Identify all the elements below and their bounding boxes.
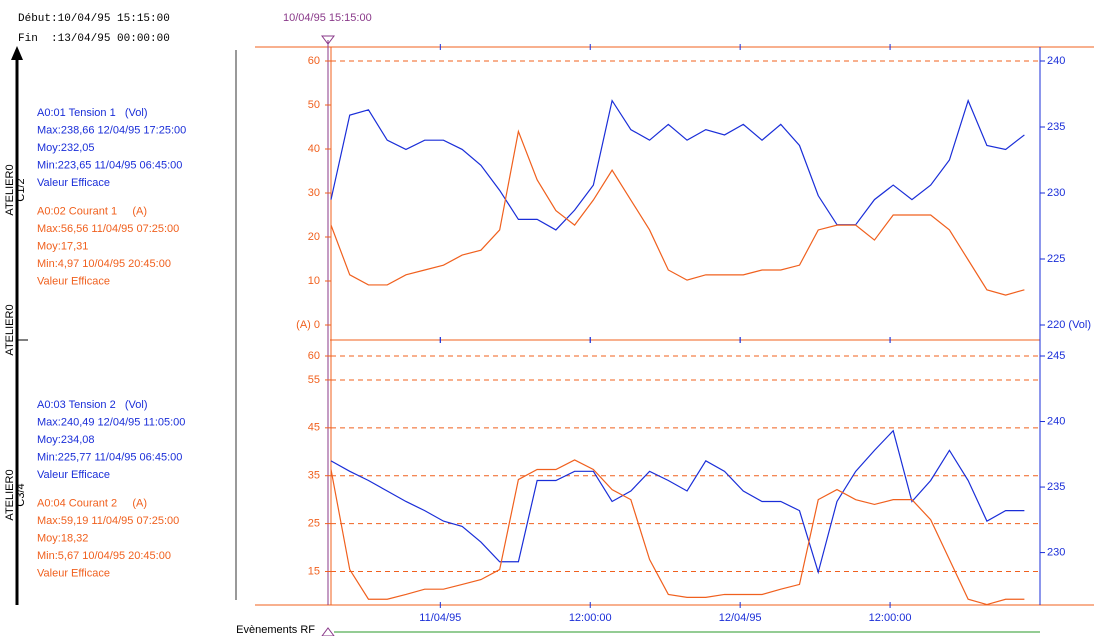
y-tick-label: 35 <box>308 470 320 482</box>
y-tick-label: 30 <box>308 187 320 199</box>
y-tick-label: 25 <box>308 518 320 530</box>
series-line <box>330 459 1025 606</box>
x-tick-label: 12:00:00 <box>569 612 612 624</box>
group-label: ATELIER0 <box>4 304 16 355</box>
y-tick-label: 45 <box>308 422 320 434</box>
end-time: Fin :13/04/95 00:00:00 <box>18 33 170 45</box>
channel-stat: Min:223,65 11/04/95 06:45:00 <box>37 159 182 171</box>
y2-tick-label: 225 <box>1047 253 1065 265</box>
channel-stat: Moy:17,31 <box>37 240 88 252</box>
channel-stat: Moy:234,08 <box>37 434 94 446</box>
channel-stat: Min:5,67 10/04/95 20:45:00 <box>37 550 171 562</box>
x-tick-label: 12:00:00 <box>869 612 912 624</box>
channel-stat: Max:238,66 12/04/95 17:25:00 <box>37 124 186 136</box>
events-marker <box>321 627 335 636</box>
y2-tick-label: 230 <box>1047 187 1065 199</box>
y2-tick-label: 230 <box>1047 546 1065 558</box>
y-tick-label: 15 <box>308 565 320 577</box>
group-label: ATELIER0 <box>4 469 16 520</box>
y2-tick-label: 235 <box>1047 481 1065 493</box>
channel-stat: Max:56,56 11/04/95 07:25:00 <box>37 223 179 235</box>
channel-stat: Min:225,77 11/04/95 06:45:00 <box>37 451 182 463</box>
group-sublabel: C1/2 <box>15 178 27 201</box>
channel-stat: Moy:18,32 <box>37 532 88 544</box>
channel-stat: Valeur Efficace <box>37 275 110 287</box>
legend-entry: A0:01 Tension 1 (Vol) <box>37 107 147 119</box>
channel-stat: Valeur Efficace <box>37 567 110 579</box>
y2-tick-label: 240 <box>1047 55 1065 67</box>
y2-tick-label: 235 <box>1047 121 1065 133</box>
channel-stat: Valeur Efficace <box>37 469 110 481</box>
y-tick-label: 10 <box>308 275 320 287</box>
series-line <box>330 429 1025 575</box>
y-tick-label: 40 <box>308 143 320 155</box>
y-tick-label: 20 <box>308 231 320 243</box>
y2-tick-label: 245 <box>1047 350 1065 362</box>
axis-arrow <box>11 46 23 60</box>
series-line <box>330 98 1025 231</box>
channel-stat: Valeur Efficace <box>37 177 110 189</box>
series-line <box>330 129 1025 296</box>
legend-entry: A0:02 Courant 1 (A) <box>37 205 147 217</box>
y-tick-label: (A) 0 <box>296 319 320 331</box>
y2-tick-label: 220 (Vol) <box>1047 319 1091 331</box>
group-sublabel: C3/4 <box>15 483 27 506</box>
channel-stat: Moy:232,05 <box>37 142 94 154</box>
legend-entry: A0:03 Tension 2 (Vol) <box>37 399 147 411</box>
channel-stat: Max:59,19 11/04/95 07:25:00 <box>37 515 179 527</box>
y-tick-label: 60 <box>308 55 320 67</box>
group-label: ATELIER0 <box>4 164 16 215</box>
legend-entry: A0:04 Courant 2 (A) <box>37 497 147 509</box>
start-time: Début:10/04/95 15:15:00 <box>18 13 170 25</box>
y-tick-label: 50 <box>308 99 320 111</box>
y2-tick-label: 240 <box>1047 415 1065 427</box>
channel-stat: Max:240,49 12/04/95 11:05:00 <box>37 416 185 428</box>
cursor-marker <box>321 35 335 45</box>
cursor-label: 10/04/95 15:15:00 <box>283 12 372 24</box>
footer-label: Evènements RF <box>236 624 315 636</box>
x-tick-label: 11/04/95 <box>419 612 461 624</box>
x-tick-label: 12/04/95 <box>719 612 762 624</box>
y-tick-label: 60 <box>308 350 320 362</box>
y-tick-label: 55 <box>308 374 320 386</box>
channel-stat: Min:4,97 10/04/95 20:45:00 <box>37 258 171 270</box>
